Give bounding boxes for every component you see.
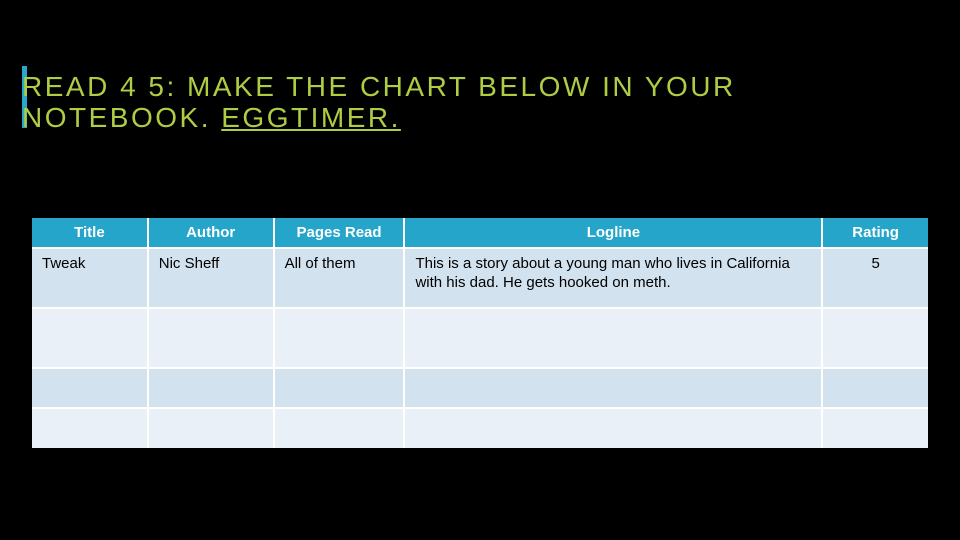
cell-author bbox=[148, 308, 274, 368]
cell-logline bbox=[404, 408, 822, 448]
cell-pages bbox=[274, 408, 405, 448]
eggtimer-link[interactable]: EGGTIMER. bbox=[221, 102, 401, 133]
slide-heading: READ 4 5: MAKE THE CHART BELOW IN YOUR N… bbox=[22, 72, 922, 134]
reading-table: Title Author Pages Read Logline Rating T… bbox=[32, 218, 928, 448]
cell-author bbox=[148, 368, 274, 408]
heading-line1: READ 4 5: MAKE THE CHART BELOW IN YOUR bbox=[22, 71, 736, 102]
cell-logline: This is a story about a young man who li… bbox=[404, 248, 822, 308]
cell-title bbox=[32, 368, 148, 408]
table: Title Author Pages Read Logline Rating T… bbox=[32, 218, 928, 448]
cell-rating: 5 bbox=[822, 248, 928, 308]
cell-pages: All of them bbox=[274, 248, 405, 308]
col-header-logline: Logline bbox=[404, 218, 822, 248]
table-row bbox=[32, 408, 928, 448]
table-row bbox=[32, 368, 928, 408]
table-row: Tweak Nic Sheff All of them This is a st… bbox=[32, 248, 928, 308]
cell-title bbox=[32, 408, 148, 448]
cell-rating bbox=[822, 368, 928, 408]
heading-line2-prefix: NOTEBOOK. bbox=[22, 102, 221, 133]
cell-pages bbox=[274, 308, 405, 368]
cell-pages bbox=[274, 368, 405, 408]
table-header-row: Title Author Pages Read Logline Rating bbox=[32, 218, 928, 248]
table-row bbox=[32, 308, 928, 368]
col-header-rating: Rating bbox=[822, 218, 928, 248]
col-header-title: Title bbox=[32, 218, 148, 248]
cell-title: Tweak bbox=[32, 248, 148, 308]
col-header-author: Author bbox=[148, 218, 274, 248]
cell-logline bbox=[404, 308, 822, 368]
cell-author: Nic Sheff bbox=[148, 248, 274, 308]
col-header-pages: Pages Read bbox=[274, 218, 405, 248]
slide: READ 4 5: MAKE THE CHART BELOW IN YOUR N… bbox=[0, 0, 960, 540]
cell-rating bbox=[822, 308, 928, 368]
cell-author bbox=[148, 408, 274, 448]
cell-logline bbox=[404, 368, 822, 408]
cell-title bbox=[32, 308, 148, 368]
heading-block: READ 4 5: MAKE THE CHART BELOW IN YOUR N… bbox=[22, 72, 922, 134]
cell-rating bbox=[822, 408, 928, 448]
